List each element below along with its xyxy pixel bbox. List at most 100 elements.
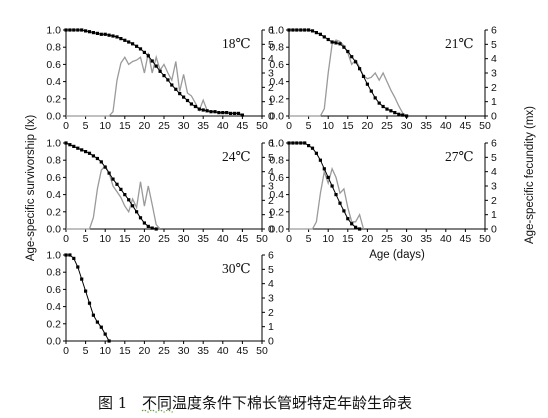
survivorship-point	[154, 227, 158, 231]
survivorship-point	[87, 151, 92, 155]
panel-temperature-label: 24℃	[222, 149, 251, 164]
x-tick-label: 40	[440, 120, 452, 132]
survivorship-point	[307, 28, 311, 32]
x-tick-label: 0	[63, 120, 69, 132]
x-tick-label: 5	[306, 233, 312, 245]
x-tick-label: 15	[119, 233, 131, 245]
survivorship-point	[76, 146, 80, 150]
survivorship-point	[127, 40, 131, 44]
y-tick-label-right: 1	[491, 96, 497, 108]
y-tick-label-right: 4	[268, 278, 274, 290]
y-tick-label-right: 1	[268, 321, 274, 333]
y-tick-label-right: 0	[268, 336, 274, 348]
survivorship-point	[146, 224, 150, 228]
survivorship-point	[131, 42, 135, 46]
x-tick-label: 5	[83, 233, 89, 245]
y-tick-label-right: 0	[268, 111, 274, 123]
x-tick-label: 5	[83, 345, 89, 357]
survivorship-point	[236, 111, 241, 115]
survivorship-point	[229, 111, 233, 115]
y-tick-label-right: 4	[268, 53, 274, 65]
caption-text: 不同温度条件下棉长管蚜特定年龄生命表	[142, 394, 412, 412]
survivorship-point	[295, 141, 299, 145]
survivorship-point	[365, 82, 369, 86]
survivorship-point	[326, 175, 330, 179]
y-tick-label-right: 5	[268, 152, 274, 164]
y-tick-label-left: 0.0	[46, 336, 61, 348]
y-tick-label-right: 6	[268, 250, 274, 262]
survivorship-point	[166, 78, 170, 82]
y-tick-label-left: 0.8	[46, 155, 61, 167]
fecundity-line	[289, 166, 365, 230]
survivorship-point	[354, 225, 358, 229]
y-tick-label-left: 0.6	[269, 59, 284, 71]
survivorship-line	[66, 29, 243, 116]
survivorship-point	[299, 28, 303, 32]
x-tick-label: 25	[158, 345, 170, 357]
survivorship-point	[381, 104, 385, 109]
survivorship-point	[64, 28, 68, 32]
x-tick-label: 50	[256, 120, 268, 132]
y-tick-label-right: 5	[491, 39, 497, 51]
y-tick-label-right: 6	[491, 138, 497, 150]
x-tick-label: 40	[217, 345, 229, 357]
y-tick-label-right: 2	[491, 195, 497, 207]
y-tick-label-right: 2	[491, 82, 497, 94]
survivorship-point	[127, 198, 131, 202]
survivorship-point	[119, 187, 123, 191]
x-tick-label: 25	[381, 233, 393, 245]
y-tick-label-left: 0.8	[269, 42, 284, 54]
x-tick-label: 10	[322, 233, 334, 245]
survivorship-point	[182, 95, 186, 99]
x-tick-label: 0	[63, 345, 69, 357]
survivorship-point	[138, 47, 143, 51]
survivorship-point	[99, 160, 103, 164]
survivorship-point	[107, 33, 111, 37]
survivorship-point	[346, 217, 350, 221]
x-tick-label: 20	[139, 233, 151, 245]
survivorship-point	[131, 204, 135, 208]
survivorship-point	[397, 112, 401, 116]
y-tick-label-left: 0.2	[46, 206, 61, 218]
survivorship-point	[318, 158, 322, 162]
survivorship-point	[170, 83, 174, 87]
survivorship-point	[123, 193, 127, 197]
survivorship-point	[95, 320, 99, 324]
x-axis-label: Age (days)	[369, 249, 425, 261]
survivorship-point	[64, 141, 68, 145]
x-tick-label: 5	[306, 120, 312, 132]
survivorship-point	[146, 54, 150, 58]
survivorship-point	[369, 89, 373, 93]
y-tick-label-right: 3	[268, 293, 274, 305]
survivorship-point	[115, 35, 119, 39]
survivorship-point	[135, 210, 139, 214]
y-tick-label-right: 3	[268, 68, 274, 80]
survivorship-point	[201, 108, 205, 112]
panel-2: 0 5 10 15 20 25 30 35 40 45 500.00.20.40.60.81.001…	[46, 138, 274, 246]
y-tick-label-left: 1.0	[46, 250, 61, 262]
y-tick-label-left: 0.0	[269, 224, 284, 236]
x-tick-label: 45	[460, 120, 472, 132]
survivorship-point	[303, 141, 307, 145]
survivorship-point	[233, 111, 237, 115]
survivorship-point	[205, 109, 209, 113]
y-tick-label-left: 1.0	[269, 138, 284, 150]
x-tick-label: 15	[119, 345, 131, 357]
survivorship-point	[291, 28, 295, 32]
survivorship-point	[142, 50, 146, 54]
y-tick-label-right: 5	[268, 264, 274, 276]
survivorship-point	[240, 113, 244, 117]
y-tick-label-left: 0.0	[46, 224, 61, 236]
x-tick-label: 0	[286, 120, 292, 132]
y-tick-label-left: 0.2	[46, 93, 61, 105]
panels-layer: 0 5 10 15 20 25 30 35 40 45 500.00.20.40.60.81.001…	[46, 25, 497, 358]
survivorship-point	[334, 41, 338, 45]
y-tick-label-right: 5	[268, 39, 274, 51]
y-tick-label-left: 0.2	[269, 93, 284, 105]
survivorship-line	[289, 29, 407, 117]
x-tick-label: 35	[420, 233, 432, 245]
survivorship-point	[189, 102, 193, 106]
y-tick-label-left: 0.6	[46, 59, 61, 71]
x-tick-label: 35	[420, 120, 432, 132]
y-tick-label-right: 0	[491, 111, 497, 123]
